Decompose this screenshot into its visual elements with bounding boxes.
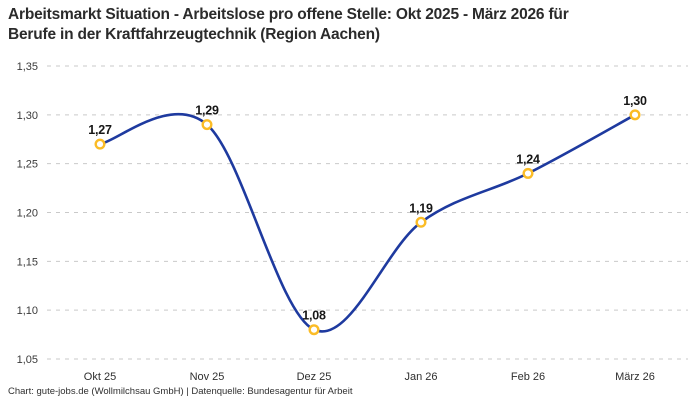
- y-tick-label: 1,35: [17, 61, 38, 73]
- x-tick-label: Jan 26: [404, 371, 437, 383]
- data-point-label: 1,30: [623, 94, 647, 108]
- trend-line: [98, 112, 637, 333]
- y-tick-label: 1,10: [17, 305, 38, 317]
- chart-title-line-2: Berufe in der Kraftfahrzeugtechnik (Regi…: [8, 26, 380, 44]
- chart-title-line-1: Arbeitsmarkt Situation - Arbeitslose pro…: [8, 6, 569, 23]
- x-tick-label: Dez 25: [297, 371, 332, 383]
- data-point-label: 1,27: [88, 123, 112, 137]
- x-tick-label: Okt 25: [84, 371, 116, 383]
- data-point-label: 1,24: [516, 152, 540, 166]
- x-tick-label: März 26: [615, 371, 655, 383]
- x-tick-label: Feb 26: [511, 371, 545, 383]
- data-point-marker: [94, 138, 106, 150]
- y-tick-label: 1,15: [17, 256, 38, 268]
- x-tick-label: Nov 25: [190, 371, 225, 383]
- data-point-marker: [308, 324, 320, 336]
- data-point-label: 1,19: [409, 201, 433, 215]
- data-point-label: 1,08: [302, 309, 326, 323]
- y-tick-label: 1,30: [17, 110, 38, 122]
- data-point-marker: [415, 216, 427, 228]
- y-tick-label: 1,05: [17, 354, 38, 366]
- data-point-marker: [201, 119, 213, 131]
- y-tick-label: 1,20: [17, 208, 38, 220]
- source-credit: Chart: gute-jobs.de (Wollmilchsau GmbH) …: [8, 386, 353, 397]
- chart-title: Arbeitsmarkt Situation - Arbeitslose pro…: [8, 5, 692, 45]
- data-point-marker: [629, 109, 641, 121]
- data-point-label: 1,29: [195, 104, 219, 118]
- data-point-marker: [522, 167, 534, 179]
- y-tick-label: 1,25: [17, 159, 38, 171]
